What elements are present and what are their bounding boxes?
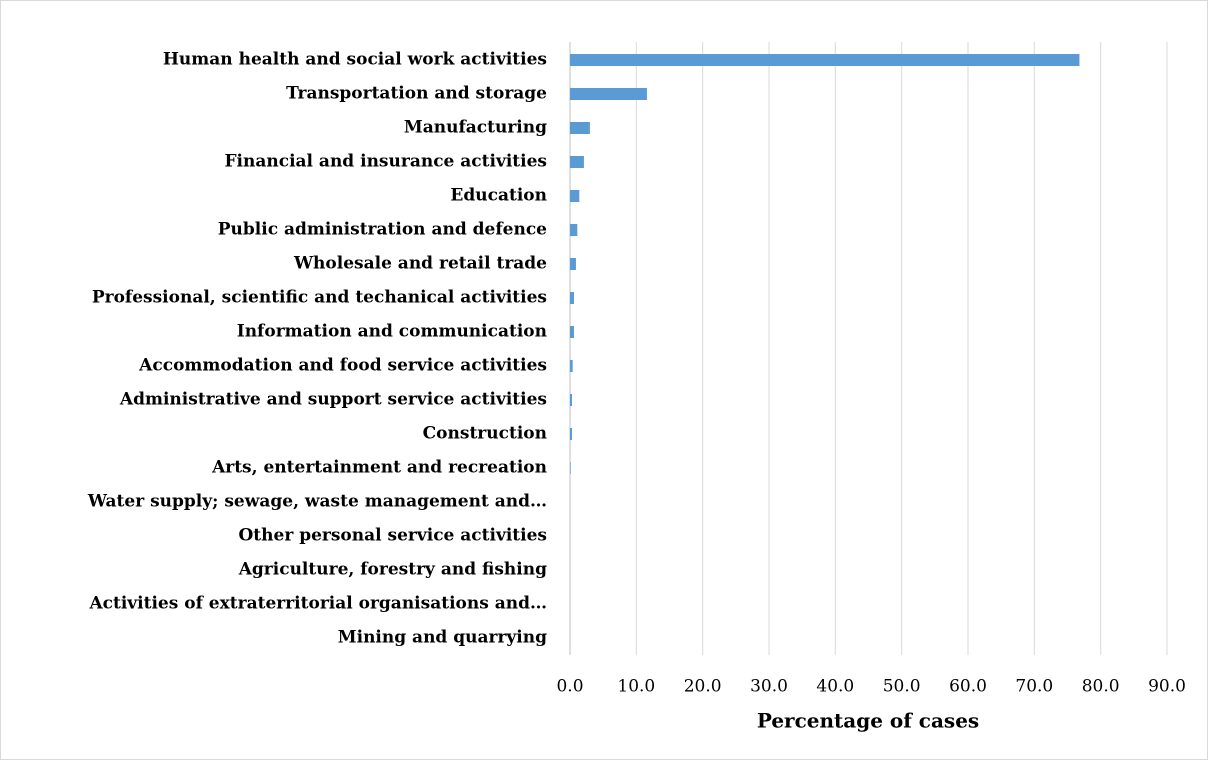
y-tick-label: Arts, entertainment and recreation [211, 458, 547, 478]
y-tick-label: Accommodation and food service activitie… [138, 356, 547, 376]
x-tick-label: 60.0 [949, 677, 987, 697]
y-tick-label: Agriculture, forestry and fishing [238, 560, 547, 580]
x-tick-label: 30.0 [750, 677, 788, 697]
bar [570, 360, 573, 372]
x-tick-label: 50.0 [883, 677, 921, 697]
bar [570, 394, 572, 406]
bar [570, 326, 574, 338]
y-tick-label: Mining and quarrying [338, 628, 547, 648]
y-tick-label: Construction [423, 424, 547, 444]
y-tick-label: Public administration and defence [218, 220, 547, 240]
x-tick-label: 90.0 [1148, 677, 1186, 697]
y-tick-label: Activities of extraterritorial organisat… [88, 594, 547, 614]
x-tick-label: 0.0 [556, 677, 583, 697]
bar [570, 156, 584, 168]
y-tick-label: Information and communication [237, 322, 547, 342]
y-tick-label: Water supply; sewage, waste management a… [87, 492, 547, 512]
bar [570, 292, 574, 304]
x-axis-title: Percentage of cases [757, 709, 979, 733]
bar [570, 462, 571, 474]
y-tick-label: Professional, scientific and techanical … [92, 288, 547, 308]
x-tick-label: 20.0 [684, 677, 722, 697]
bar [570, 258, 576, 270]
x-tick-label: 80.0 [1082, 677, 1120, 697]
bar [570, 88, 647, 100]
bar [570, 224, 578, 236]
y-tick-label: Manufacturing [404, 118, 547, 138]
y-tick-label: Transportation and storage [286, 84, 547, 104]
x-tick-label: 70.0 [1015, 677, 1053, 697]
y-tick-label: Education [450, 186, 547, 206]
x-tick-label: 10.0 [617, 677, 655, 697]
y-tick-label: Wholesale and retail trade [293, 254, 547, 274]
bar [570, 54, 1080, 66]
y-tick-label: Financial and insurance activities [224, 152, 547, 172]
bar [570, 428, 572, 440]
bar [570, 190, 580, 202]
y-tick-label: Administrative and support service activ… [119, 390, 547, 410]
y-tick-label: Human health and social work activities [163, 50, 547, 70]
bar [570, 122, 590, 134]
y-tick-label: Other personal service activities [238, 526, 547, 546]
x-tick-label: 40.0 [816, 677, 854, 697]
